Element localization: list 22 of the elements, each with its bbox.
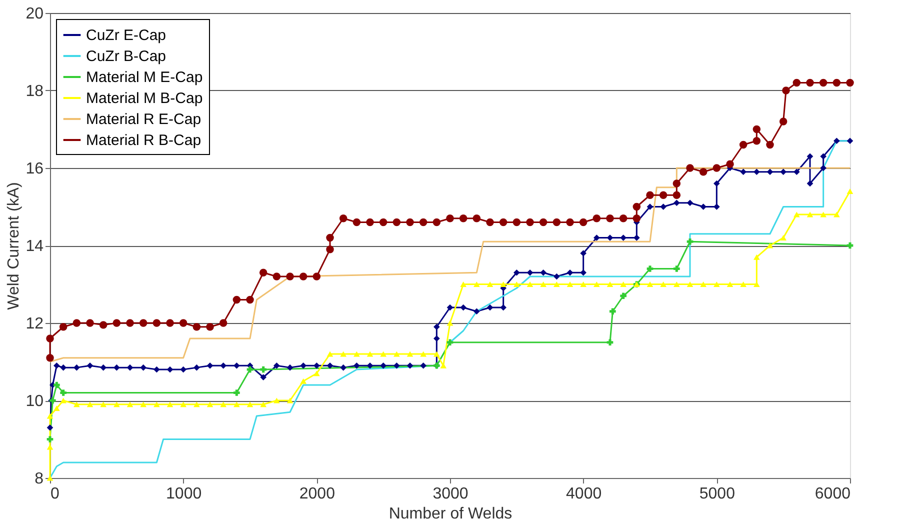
x-tick-label: 6000 bbox=[814, 486, 851, 502]
y-tick-label: 20 bbox=[26, 6, 44, 22]
x-tick-label: 4000 bbox=[566, 486, 602, 502]
legend-label: Material R E-Cap bbox=[86, 111, 202, 128]
legend-label: CuZr E-Cap bbox=[86, 27, 166, 44]
y-tick-label: 18 bbox=[26, 83, 44, 100]
x-tick-label: 5000 bbox=[699, 486, 736, 502]
legend-label: Material M E-Cap bbox=[86, 69, 203, 86]
legend-label: Material M B-Cap bbox=[86, 90, 203, 107]
y-axis-title: Weld Current (kA) bbox=[6, 182, 23, 310]
y-tick-label: 16 bbox=[26, 160, 44, 178]
x-tick-label: 0 bbox=[50, 486, 60, 502]
y-tick-label: 14 bbox=[26, 238, 44, 255]
legend-label: CuZr B-Cap bbox=[86, 48, 166, 65]
y-tick-label: 8 bbox=[34, 470, 44, 488]
x-axis-title: Number of Welds bbox=[388, 506, 512, 522]
y-tick-label: 12 bbox=[26, 316, 44, 332]
x-tick-label: 1000 bbox=[166, 486, 202, 502]
x-tick-label: 3000 bbox=[432, 486, 468, 502]
x-tick-label: 2000 bbox=[299, 486, 336, 502]
legend-label: Material R B-Cap bbox=[86, 132, 202, 149]
y-tick-label: 10 bbox=[26, 393, 44, 410]
